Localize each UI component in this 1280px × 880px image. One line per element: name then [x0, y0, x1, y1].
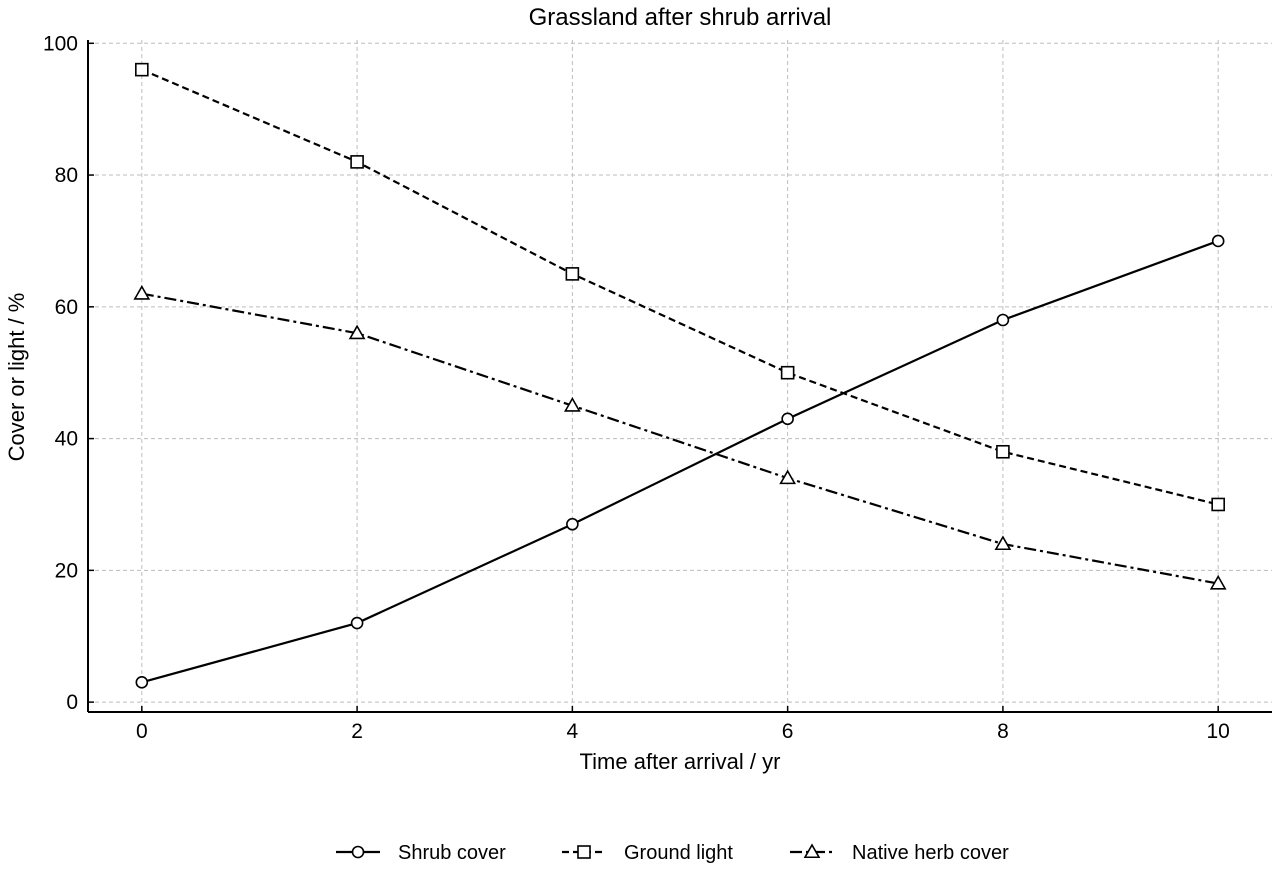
data-point-triangle [1209, 574, 1227, 590]
data-point-square [565, 267, 580, 281]
x-tick-label: 6 [782, 720, 794, 743]
legend-label: Shrub cover [398, 842, 506, 864]
x-tick-label: 8 [997, 720, 1009, 743]
legend-label: Ground light [624, 842, 733, 864]
data-point-square [135, 62, 149, 77]
y-tick-label: 0 [66, 691, 78, 714]
data-point-triangle [563, 397, 581, 412]
legend-item: Shrub cover [336, 842, 506, 864]
chart-title: Grassland after shrub arrival [529, 4, 832, 31]
series-line-circle [141, 239, 1219, 684]
y-axis: 0 20 40 60 80 100 [43, 32, 94, 714]
y-axis-label: Cover or light / % [4, 293, 29, 462]
legend: Shrub cover Ground light Native herb cover [336, 842, 1009, 864]
data-point-triangle [348, 324, 366, 340]
x-tick-label: 0 [136, 720, 148, 743]
data-point-circle [566, 517, 579, 531]
data-point-square [1211, 497, 1225, 512]
y-tick-label: 100 [43, 32, 78, 55]
legend-label: Native herb cover [852, 842, 1009, 864]
data-point-triangle [133, 285, 151, 300]
data-point-triangle [779, 469, 797, 485]
series-triangle [133, 285, 1227, 590]
plot-series [133, 62, 1227, 689]
x-tick-label: 10 [1207, 720, 1230, 743]
data-point-square [350, 155, 364, 169]
y-tick-label: 60 [55, 296, 78, 319]
data-point-square [996, 444, 1010, 459]
x-axis-label: Time after arrival / yr [580, 749, 781, 774]
series-line-triangle [141, 292, 1219, 585]
data-point-circle [781, 412, 794, 426]
series-line-square [141, 68, 1219, 506]
data-point-legend-circle [351, 845, 365, 859]
data-point-circle [350, 616, 364, 630]
x-tick-label: 4 [567, 720, 579, 743]
data-point-legend-triangle [803, 843, 821, 859]
data-point-circle [996, 313, 1010, 327]
data-point-legend-square [577, 845, 591, 859]
data-point-square [780, 365, 795, 380]
y-tick-label: 40 [55, 428, 78, 451]
legend-item: Native herb cover [790, 842, 1009, 864]
y-tick-label: 20 [55, 559, 78, 582]
legend-item: Ground light [562, 842, 733, 864]
data-point-circle [135, 676, 149, 689]
data-point-circle [1211, 234, 1225, 248]
data-point-triangle [994, 535, 1012, 551]
gridlines [88, 40, 1272, 712]
series-circle [135, 234, 1225, 689]
series-square [135, 62, 1225, 512]
x-tick-label: 2 [351, 720, 363, 743]
x-axis: 0 2 4 6 8 10 [88, 706, 1272, 743]
y-tick-label: 80 [55, 164, 78, 187]
